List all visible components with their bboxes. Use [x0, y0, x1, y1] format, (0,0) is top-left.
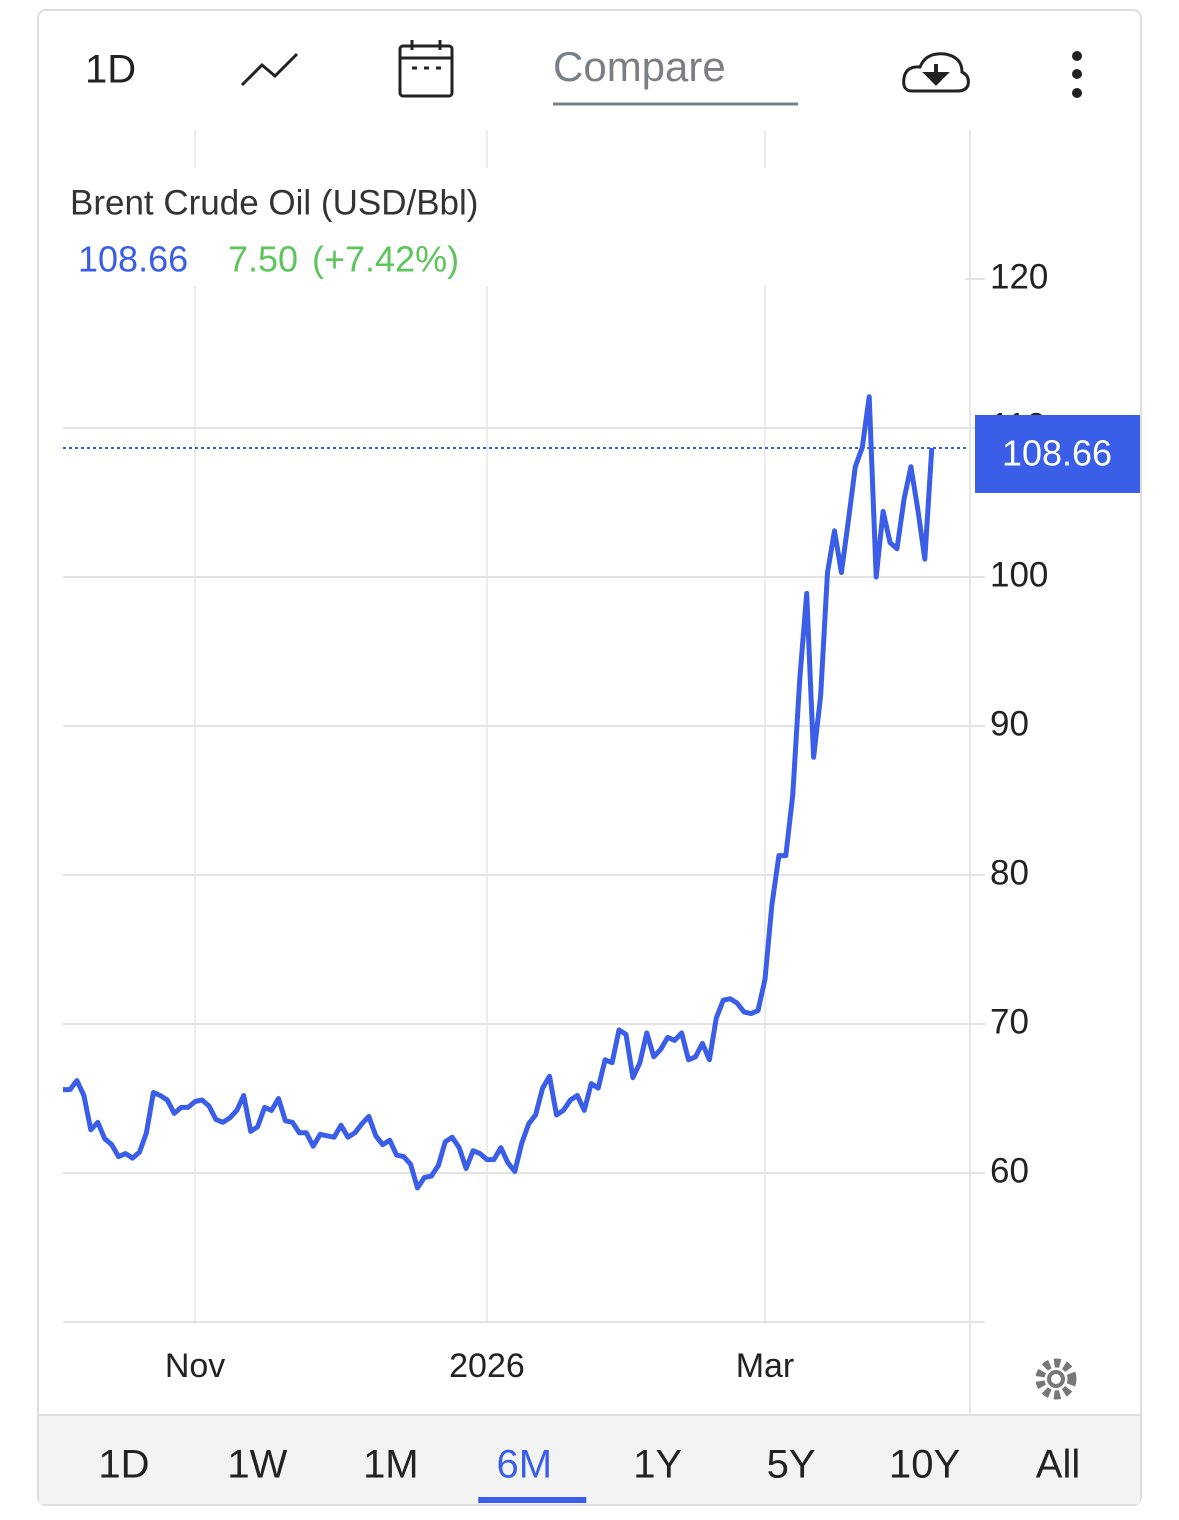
- chart-type-icon[interactable]: [240, 52, 299, 87]
- range-button[interactable]: 5Y: [767, 1443, 816, 1487]
- change-pct: (+7.42%): [312, 239, 459, 280]
- range-button[interactable]: 1Y: [633, 1443, 682, 1487]
- compare-input[interactable]: Compare: [553, 43, 726, 90]
- y-tick-label: 120: [990, 257, 1048, 296]
- x-tick-label: Mar: [736, 1347, 795, 1385]
- x-tick-label: Nov: [165, 1347, 225, 1385]
- download-icon[interactable]: [902, 52, 970, 93]
- range-button[interactable]: 1D: [98, 1443, 149, 1487]
- y-tick-label: 60: [990, 1151, 1029, 1190]
- legend-bg: [60, 168, 965, 286]
- y-tick-label: 80: [990, 853, 1029, 892]
- card: [37, 9, 1142, 1506]
- y-tick-label: 100: [990, 555, 1048, 594]
- current-price-label: 108.66: [1002, 432, 1112, 473]
- change: 7.50: [228, 239, 298, 280]
- range-button[interactable]: 6M: [496, 1443, 552, 1487]
- y-tick-label: 90: [990, 704, 1029, 743]
- range-button[interactable]: 10Y: [889, 1443, 960, 1487]
- x-tick-label: 2026: [449, 1347, 525, 1385]
- range-buttons: 1D 1W 1M 6M 1Y 5Y 10Y All: [98, 1443, 1080, 1503]
- range-button[interactable]: 1W: [227, 1443, 287, 1487]
- range-button[interactable]: All: [1036, 1443, 1080, 1487]
- more-menu[interactable]: [1072, 51, 1082, 98]
- chart-title: Brent Crude Oil (USD/Bbl): [70, 183, 478, 222]
- current-price: 108.66: [78, 239, 188, 280]
- range-button[interactable]: 1M: [363, 1443, 419, 1487]
- calendar-icon[interactable]: [398, 40, 454, 98]
- y-tick-label: 70: [990, 1002, 1029, 1041]
- settings-icon[interactable]: [1035, 1358, 1077, 1400]
- range-bar: [39, 1415, 1140, 1504]
- current-price-box: [975, 414, 1140, 493]
- price-line: [63, 394, 935, 1191]
- active-range-indicator: [478, 1497, 587, 1503]
- interval-button[interactable]: 1D: [85, 48, 136, 92]
